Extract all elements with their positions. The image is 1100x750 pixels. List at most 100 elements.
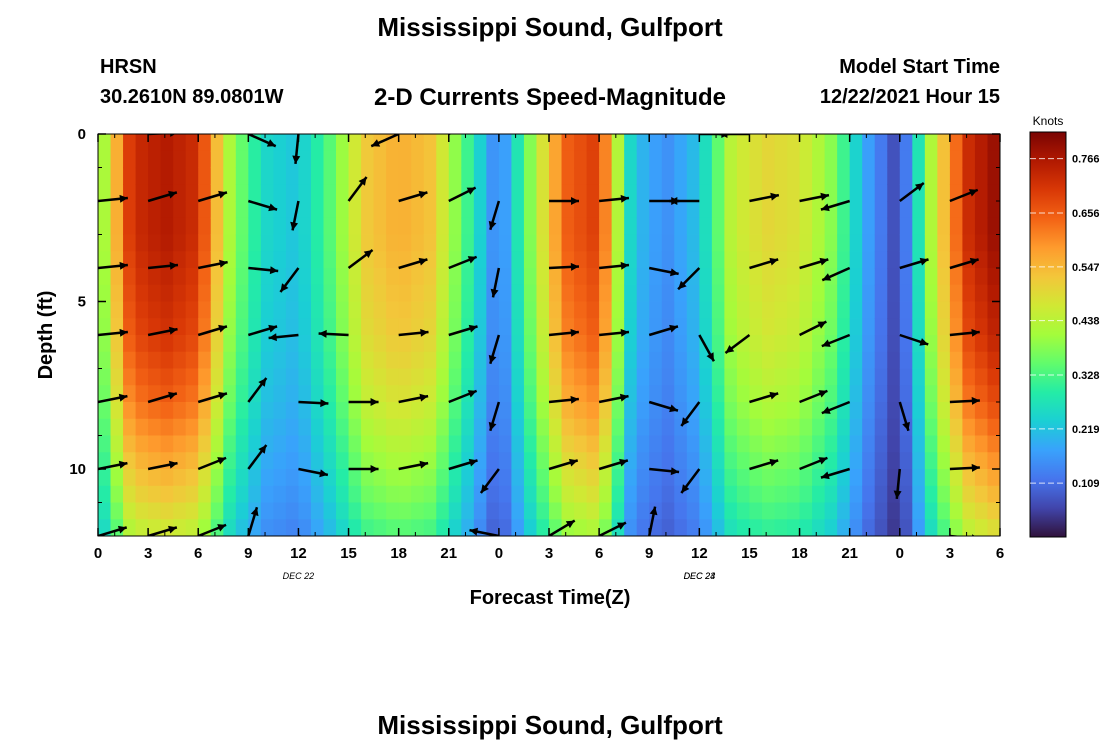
heatmap-cell	[448, 167, 462, 185]
heatmap-cell	[974, 301, 989, 319]
heatmap-cell	[310, 485, 325, 504]
heatmap-cell	[736, 335, 751, 353]
heatmap-cell	[624, 502, 638, 520]
heatmap-cell	[536, 385, 550, 403]
heatmap-cell	[135, 385, 149, 403]
heatmap-cell	[285, 184, 300, 202]
heatmap-cell	[837, 301, 851, 319]
heatmap-cell	[248, 184, 262, 202]
heatmap-cell	[974, 435, 989, 453]
heatmap-cell	[549, 435, 563, 453]
heatmap-cell	[686, 184, 700, 202]
x-tick-label: 9	[244, 545, 252, 562]
heatmap-cell	[198, 167, 212, 185]
heatmap-cell	[511, 251, 525, 269]
heatmap-cell	[736, 519, 751, 536]
heatmap-cell	[624, 234, 638, 252]
heatmap-cell	[611, 268, 625, 286]
colorbar-tick-label: 0.766	[1072, 154, 1100, 166]
heatmap-cell	[235, 268, 249, 286]
heatmap-cell	[774, 150, 788, 169]
heatmap-cell	[198, 469, 212, 487]
heatmap-cell	[110, 284, 124, 303]
heatmap-cell	[223, 502, 237, 520]
heatmap-cell	[386, 268, 400, 286]
heatmap-cell	[523, 284, 538, 303]
heatmap-cell	[511, 284, 525, 303]
heatmap-cell	[223, 184, 237, 202]
date-label: DEC 24	[684, 571, 716, 581]
heatmap-cell	[736, 284, 751, 303]
heatmap-cell	[924, 301, 938, 319]
heatmap-cell	[223, 485, 237, 504]
heatmap-cell	[110, 150, 124, 169]
x-tick-label: 3	[144, 545, 152, 562]
heatmap-cell	[423, 284, 437, 303]
heatmap-cell	[160, 150, 174, 169]
heatmap-cell	[323, 485, 337, 504]
heatmap-cell	[699, 519, 713, 536]
current-vector-head	[119, 261, 128, 270]
heatmap-cell	[448, 268, 462, 286]
heatmap-cell	[661, 234, 675, 252]
heatmap-cell	[160, 268, 174, 286]
current-vector-head	[420, 328, 429, 337]
heatmap-cell	[198, 368, 212, 386]
current-vector-head	[669, 197, 678, 205]
heatmap-cell	[862, 150, 876, 169]
heatmap-cell	[423, 485, 437, 504]
heatmap-cell	[724, 452, 738, 470]
heatmap-cell	[461, 217, 475, 236]
heatmap-cell	[473, 284, 487, 303]
current-vector-head	[565, 520, 575, 529]
heatmap-cell	[298, 385, 312, 403]
heatmap-cell	[523, 201, 538, 219]
heatmap-cell	[924, 134, 938, 152]
heatmap-cell	[649, 167, 663, 185]
heatmap-cell	[761, 201, 776, 219]
heatmap-cell	[649, 402, 663, 420]
heatmap-cell	[386, 418, 400, 437]
heatmap-cell	[260, 469, 274, 487]
heatmap-cell	[749, 418, 763, 437]
heatmap-cell	[837, 184, 851, 202]
heatmap-cell	[423, 234, 437, 252]
heatmap-cell	[674, 150, 688, 169]
heatmap-cell	[699, 234, 713, 252]
heatmap-cell	[498, 134, 513, 152]
heatmap-cell	[561, 335, 575, 353]
heatmap-cell	[561, 167, 575, 185]
heatmap-cell	[686, 335, 700, 353]
heatmap-cell	[498, 368, 513, 386]
current-vector-head	[619, 458, 628, 467]
heatmap-cell	[974, 385, 989, 403]
heatmap-cell	[323, 385, 337, 403]
heatmap-cell	[110, 268, 124, 286]
heatmap-cell	[223, 452, 237, 470]
heatmap-cell	[198, 335, 212, 353]
heatmap-cell	[874, 301, 888, 319]
heatmap-cell	[874, 485, 888, 504]
heatmap-cell	[398, 134, 412, 152]
heatmap-cell	[248, 469, 262, 487]
heatmap-cell	[724, 301, 738, 319]
heatmap-cell	[336, 502, 350, 520]
heatmap-cell	[411, 351, 425, 370]
heatmap-cell	[624, 150, 638, 169]
heatmap-cell	[949, 452, 964, 470]
heatmap-cell	[210, 335, 224, 353]
heatmap-cell	[198, 502, 212, 520]
heatmap-cell	[473, 385, 487, 403]
heatmap-cell	[937, 335, 951, 353]
heatmap-cell	[348, 351, 362, 370]
heatmap-cell	[774, 485, 788, 504]
heatmap-cell	[248, 351, 262, 370]
colorbar-unit: Knots	[1033, 114, 1064, 128]
heatmap-cell	[448, 234, 462, 252]
heatmap-cell	[824, 435, 838, 453]
heatmap-cell	[661, 301, 675, 319]
heatmap-cell	[837, 418, 851, 437]
heatmap-cell	[148, 452, 162, 470]
heatmap-cell	[185, 184, 199, 202]
heatmap-cell	[436, 418, 450, 437]
